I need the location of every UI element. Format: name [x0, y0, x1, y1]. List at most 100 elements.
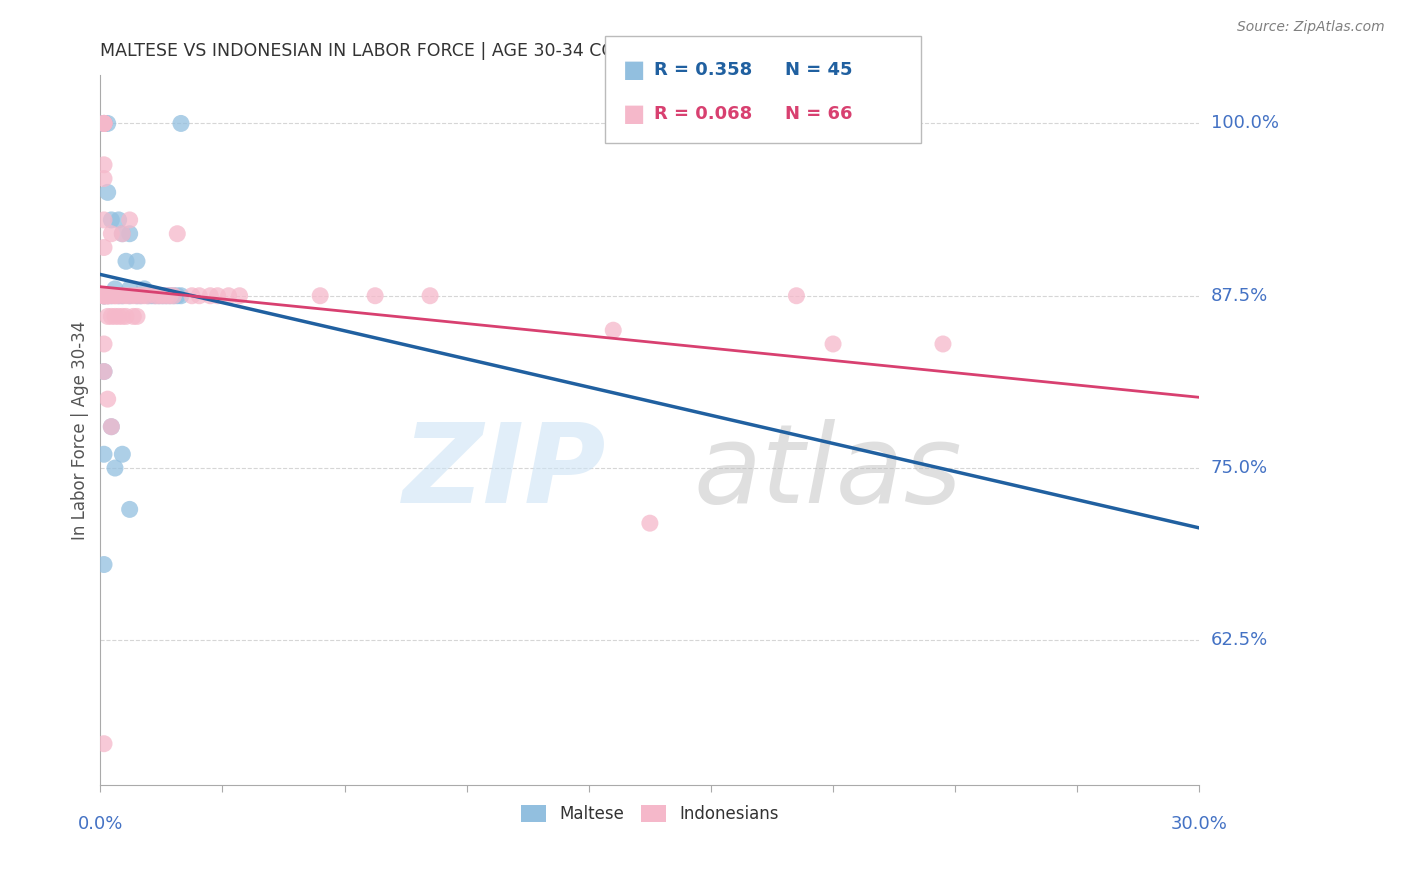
Point	[118, 289, 141, 303]
Point	[162, 289, 184, 303]
Point	[93, 737, 115, 751]
Point	[118, 289, 141, 303]
Point	[97, 392, 120, 406]
Point	[100, 419, 122, 434]
Point	[115, 310, 138, 324]
Point	[111, 447, 134, 461]
Point	[166, 227, 188, 241]
Point	[93, 289, 115, 303]
Point	[93, 116, 115, 130]
Point	[97, 186, 120, 200]
Point	[118, 227, 141, 241]
Point	[93, 365, 115, 379]
Point	[419, 289, 441, 303]
Point	[93, 289, 115, 303]
Point	[125, 289, 148, 303]
Point	[823, 337, 845, 351]
Point	[100, 419, 122, 434]
Point	[93, 289, 115, 303]
Point	[93, 116, 115, 130]
Text: R = 0.358: R = 0.358	[654, 61, 752, 78]
Point	[152, 289, 174, 303]
Point	[170, 289, 193, 303]
Point	[181, 289, 204, 303]
Point	[111, 227, 134, 241]
Point	[100, 310, 122, 324]
Point	[100, 289, 122, 303]
Point	[638, 516, 661, 531]
Point	[93, 116, 115, 130]
Point	[111, 289, 134, 303]
Point	[122, 310, 145, 324]
Point	[93, 171, 115, 186]
Text: 87.5%: 87.5%	[1211, 286, 1268, 305]
Point	[104, 461, 127, 475]
Point	[97, 310, 120, 324]
Point	[100, 213, 122, 227]
Point	[170, 116, 193, 130]
Point	[148, 289, 170, 303]
Point	[93, 289, 115, 303]
Point	[125, 310, 148, 324]
Point	[129, 289, 152, 303]
Point	[93, 116, 115, 130]
Text: 0.0%: 0.0%	[77, 815, 124, 833]
Text: Source: ZipAtlas.com: Source: ZipAtlas.com	[1237, 20, 1385, 34]
Point	[200, 289, 222, 303]
Point	[115, 254, 138, 268]
Point	[97, 289, 120, 303]
Text: N = 45: N = 45	[785, 61, 852, 78]
Point	[228, 289, 250, 303]
Point	[125, 254, 148, 268]
Point	[152, 289, 174, 303]
Text: ZIP: ZIP	[402, 419, 606, 526]
Point	[93, 337, 115, 351]
Point	[309, 289, 332, 303]
Point	[107, 310, 129, 324]
Point	[93, 158, 115, 172]
Point	[93, 365, 115, 379]
Point	[93, 213, 115, 227]
Point	[104, 282, 127, 296]
Point	[602, 323, 624, 337]
Point	[136, 289, 159, 303]
Text: ■: ■	[623, 58, 645, 81]
Point	[136, 289, 159, 303]
Point	[93, 240, 115, 254]
Point	[148, 289, 170, 303]
Point	[134, 282, 156, 296]
Point	[115, 289, 138, 303]
Point	[93, 116, 115, 130]
Point	[125, 289, 148, 303]
Point	[118, 282, 141, 296]
Point	[111, 289, 134, 303]
Text: N = 66: N = 66	[785, 104, 852, 123]
Point	[93, 289, 115, 303]
Point	[118, 502, 141, 516]
Point	[143, 289, 166, 303]
Point	[159, 289, 181, 303]
Point	[155, 289, 177, 303]
Point	[97, 289, 120, 303]
Point	[97, 289, 120, 303]
Point	[107, 289, 129, 303]
Text: R = 0.068: R = 0.068	[654, 104, 752, 123]
Text: atlas: atlas	[693, 419, 963, 526]
Point	[111, 227, 134, 241]
Point	[207, 289, 229, 303]
Point	[93, 289, 115, 303]
Text: 100.0%: 100.0%	[1211, 114, 1278, 132]
Point	[118, 213, 141, 227]
Point	[166, 289, 188, 303]
Legend: Maltese, Indonesians: Maltese, Indonesians	[515, 798, 786, 830]
Point	[97, 116, 120, 130]
Text: 30.0%: 30.0%	[1171, 815, 1227, 833]
Text: 62.5%: 62.5%	[1211, 632, 1268, 649]
Text: MALTESE VS INDONESIAN IN LABOR FORCE | AGE 30-34 CORRELATION CHART: MALTESE VS INDONESIAN IN LABOR FORCE | A…	[100, 42, 779, 60]
Point	[111, 310, 134, 324]
Point	[93, 447, 115, 461]
Point	[97, 289, 120, 303]
Point	[188, 289, 211, 303]
Point	[162, 289, 184, 303]
Point	[364, 289, 387, 303]
